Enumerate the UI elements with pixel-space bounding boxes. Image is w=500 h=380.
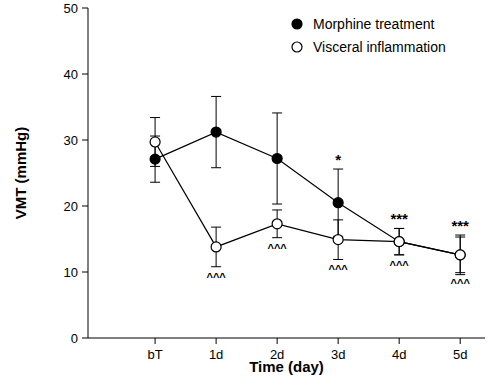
x-tick-label: 4d [392,347,406,362]
x-tick-label: 1d [209,347,223,362]
error-bar [394,228,404,254]
y-tick [82,272,88,273]
error-bar [211,227,221,267]
significance-label: ^^^ [206,271,226,283]
x-tick [399,338,400,344]
x-tick-label: bT [148,347,163,362]
series-line [155,142,460,255]
chart: 01020304050bT1d2d3d4d5dTime (day)VMT (mm… [0,0,500,380]
error-bar [272,113,282,204]
x-axis [88,338,485,339]
error-bar [394,228,404,254]
significance-label: ^^^ [329,263,349,275]
y-tick-label: 20 [64,199,78,214]
y-tick-label: 0 [71,331,78,346]
y-axis [88,8,89,338]
x-tick [216,338,217,344]
y-tick-label: 10 [64,265,78,280]
legend-marker [292,42,302,52]
error-bar [455,235,465,275]
marker [333,235,343,245]
error-bar [150,118,160,167]
y-axis-label: VMT (mmHg) [12,127,29,220]
error-bar [455,237,465,273]
marker [455,250,465,260]
y-tick [82,74,88,75]
x-tick-label: 3d [331,347,345,362]
y-tick [82,8,88,9]
x-tick [338,338,339,344]
error-bar [272,210,282,238]
error-bar [211,96,221,167]
y-tick [82,206,88,207]
significance-label: ^^^ [451,277,471,289]
series [150,96,465,274]
x-tick [277,338,278,344]
significance-label: ^^^ [390,259,410,271]
y-tick [82,140,88,141]
x-axis-label: Time (day) [249,358,324,375]
series [150,118,465,273]
marker [455,250,465,260]
annotations: *******^^^^^^^^^^^^^^^ [206,151,470,289]
legend-marker [292,19,302,29]
significance-label: ^^^ [267,242,287,254]
legend: Morphine treatment Visceral inflammation [292,16,446,55]
y-tick-label: 50 [64,1,78,16]
significance-label: * [335,151,341,168]
legend-label: Visceral inflammation [313,39,446,55]
marker [150,137,160,147]
significance-label: *** [390,210,408,227]
marker [333,198,343,208]
y-tick-label: 40 [64,67,78,82]
legend-label: Morphine treatment [313,16,435,32]
x-tick-label: 5d [453,347,467,362]
marker [272,219,282,229]
marker [211,242,221,252]
marker [394,237,404,247]
marker [211,127,221,137]
x-tick [460,338,461,344]
y-tick-label: 30 [64,133,78,148]
marker [394,237,404,247]
marker [272,153,282,163]
significance-label: *** [451,217,469,234]
error-bar [333,220,343,260]
plot-area [150,96,465,274]
y-tick [82,338,88,339]
series-line [155,132,460,255]
x-tick [155,338,156,344]
